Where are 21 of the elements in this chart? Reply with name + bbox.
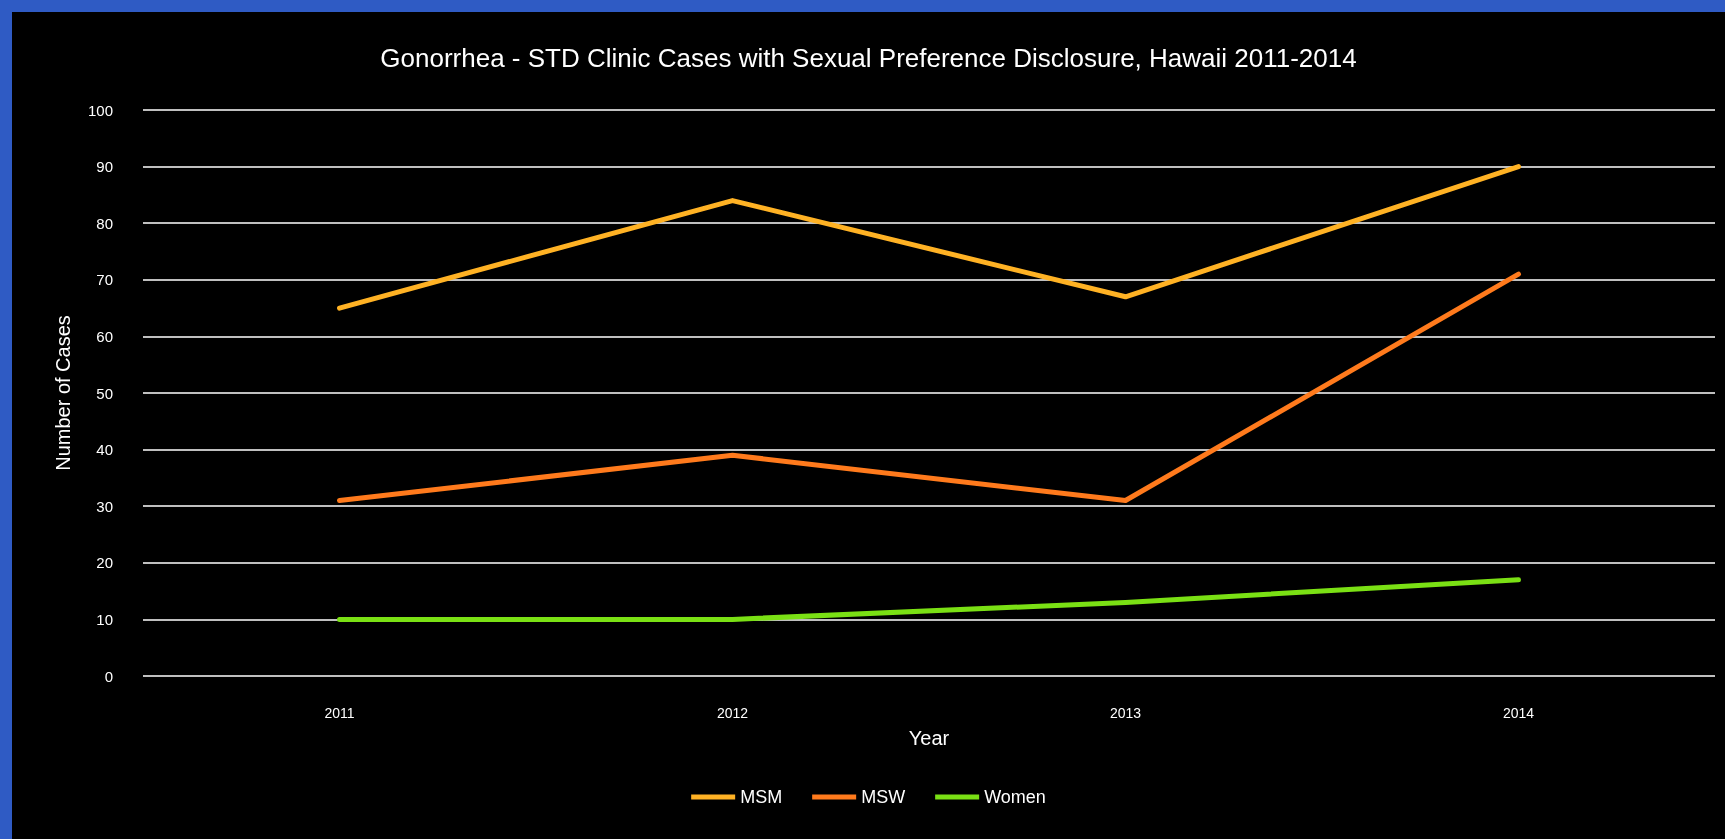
x-tick-label: 2012: [716, 705, 749, 721]
y-tick-label: 100: [87, 101, 113, 119]
y-tick-label: 30: [96, 497, 113, 515]
chart-title: Gonorrhea - STD Clinic Cases with Sexual Preference Disclosure, Hawaii 2011-2014: [380, 43, 1357, 73]
y-tick-label: 60: [96, 327, 113, 345]
legend-label: MSW: [861, 787, 906, 807]
y-tick-label: 50: [96, 384, 113, 402]
y-tick-label: 0: [104, 667, 113, 685]
y-tick-label: 70: [96, 271, 113, 289]
legend-label: Women: [984, 787, 1046, 807]
y-tick-label: 20: [96, 554, 113, 572]
y-tick-label: 90: [96, 158, 113, 176]
x-tick-label: 2011: [324, 705, 355, 721]
x-tick-label: 2014: [1502, 705, 1535, 721]
y-tick-label: 40: [96, 441, 113, 459]
y-axis-title: Number of Cases: [52, 315, 74, 471]
x-axis-title: Year: [908, 727, 950, 749]
y-tick-label: 80: [96, 214, 113, 232]
x-tick-label: 2013: [1109, 705, 1142, 721]
legend-label: MSM: [740, 787, 783, 807]
y-tick-label: 10: [96, 610, 113, 628]
